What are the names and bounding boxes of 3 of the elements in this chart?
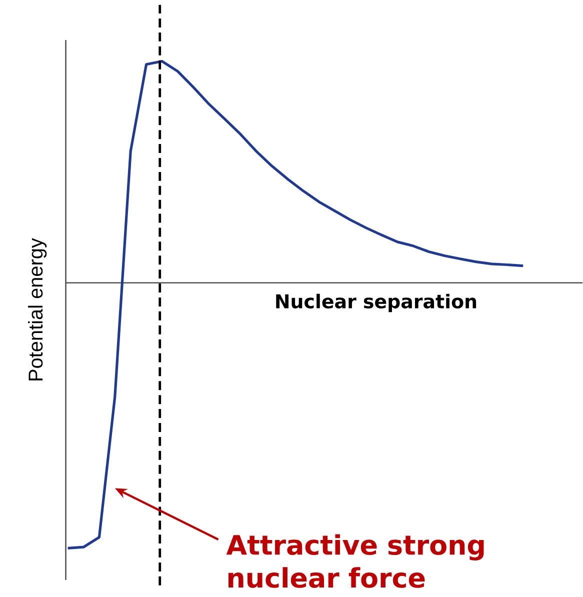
y-axis-title: Potential energy bbox=[28, 238, 47, 380]
annotation: Attractive strong nuclear force bbox=[226, 534, 484, 588]
x-axis-title: Nuclear separation bbox=[276, 294, 476, 312]
